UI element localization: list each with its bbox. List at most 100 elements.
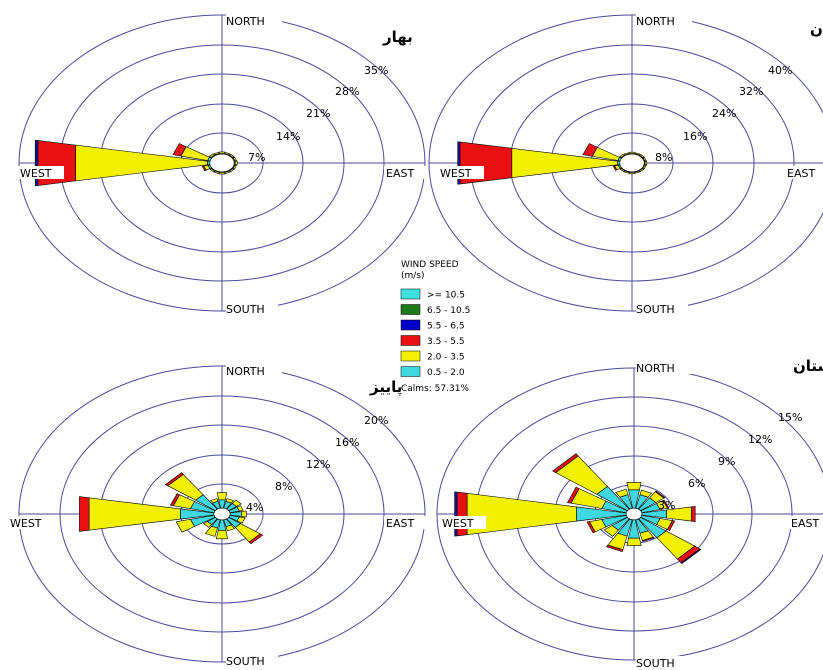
calm-circle [625, 507, 643, 521]
petal-segment [232, 156, 237, 162]
legend-swatch [400, 319, 421, 331]
east-label: EAST [386, 167, 414, 180]
petal-segment [209, 168, 215, 173]
petal-segment [619, 168, 625, 172]
legend: WIND SPEED (m/s) >= 10.5 6.5 - 10.5 5.5 - … [400, 260, 470, 394]
west-label: WEST [20, 167, 52, 180]
petal-segment [216, 492, 228, 501]
calm-circle [209, 153, 235, 173]
petal-segment [629, 151, 635, 154]
petal-segment [639, 168, 645, 172]
petal-segment [634, 170, 641, 174]
petal-segment [642, 157, 647, 162]
legend-items: >= 10.5 6.5 - 10.5 5.5 - 6.5 3.5 - 5.5 2.0 -… [400, 288, 470, 378]
north-label: NORTH [636, 15, 675, 28]
ring-label-3: 24% [712, 107, 736, 120]
ring-label-1: 4% [246, 501, 263, 514]
petal-segment [552, 453, 579, 473]
ring-label-2: 14% [276, 130, 300, 143]
petal-segment [644, 160, 648, 166]
petal-segment [202, 521, 213, 528]
west-label: WEST [10, 517, 42, 530]
season-title-winter: زمستان [793, 357, 823, 375]
petal-segment [639, 489, 653, 498]
legend-swatch [400, 350, 421, 362]
petal-segment [629, 172, 635, 175]
east-label: EAST [787, 167, 815, 180]
petals [79, 472, 264, 545]
petal-segment [215, 529, 229, 540]
petal-segment [225, 524, 236, 532]
legend-swatch [400, 335, 421, 346]
south-label: SOUTH [226, 303, 265, 316]
petal-segment [229, 168, 235, 173]
season-title-summer: تابستان [810, 20, 823, 38]
petal-segment [623, 152, 630, 156]
petal-segment [232, 164, 237, 170]
east-label: EAST [791, 517, 819, 530]
petal-segment [654, 490, 666, 499]
petal-segment [219, 151, 225, 154]
ring-label-2: 8% [275, 480, 292, 493]
ring-label-3: 9% [718, 455, 735, 468]
ring-label-1: 3% [658, 499, 675, 512]
petal-segment [566, 486, 580, 504]
petal-segment [612, 165, 618, 171]
wind-rose-spring: NORTH SOUTH WEST EAST 7% 14% 21% 28% 35%… [18, 14, 426, 316]
ring-label-4: 12% [748, 433, 772, 446]
north-label: NORTH [226, 365, 265, 378]
south-label: SOUTH [226, 655, 265, 668]
legend-title: WIND SPEED [401, 260, 459, 270]
petal-segment [582, 143, 598, 157]
season-title-autumn: پاییز [369, 378, 402, 397]
petal-segment [626, 537, 642, 546]
petal-segment [175, 518, 195, 533]
petal-segment [680, 548, 702, 564]
ring-label-4: 16% [335, 436, 359, 449]
legend-swatch [400, 366, 421, 377]
petal-segment [626, 482, 642, 491]
ring-label-4: 32% [739, 85, 763, 98]
petal-segment [248, 533, 264, 545]
ring-label-5: 35% [364, 64, 388, 77]
legend-label: 6.5 - 10.5 [427, 306, 470, 316]
petal-segment [164, 472, 184, 487]
petal-segment [224, 170, 231, 174]
north-label: NORTH [636, 362, 675, 375]
south-label: SOUTH [636, 303, 675, 316]
petal-segment [229, 153, 235, 158]
petal-segment [219, 172, 225, 175]
petal-segment [208, 153, 215, 158]
petal-segment [691, 506, 696, 522]
petal-segment [169, 493, 181, 507]
petal-segment [619, 153, 625, 158]
ring-label-1: 8% [655, 151, 672, 164]
petal-segment [666, 520, 676, 531]
ring-label-3: 12% [306, 458, 330, 471]
legend-unit: (m/s) [401, 271, 425, 281]
legend-label: 2.0 - 3.5 [427, 353, 465, 363]
petal-segment [79, 496, 90, 532]
petals [34, 139, 238, 187]
calm-circle [213, 507, 231, 521]
calm-circle [619, 153, 645, 173]
petal-segment [641, 536, 655, 542]
legend-label: 5.5 - 6.5 [427, 322, 465, 332]
petal-segment [603, 525, 619, 537]
west-label: WEST [440, 167, 472, 180]
petals [457, 141, 648, 185]
petal-segment [213, 152, 220, 156]
legend-label: 3.5 - 5.5 [427, 337, 465, 347]
ring-label-5: 15% [778, 411, 802, 424]
petal-segment [241, 510, 247, 518]
petal-segment [662, 499, 670, 509]
petal-segment [167, 474, 204, 501]
ring-label-2: 16% [683, 130, 707, 143]
petal-segment [224, 152, 231, 156]
petal-segment [225, 498, 235, 504]
east-label: EAST [386, 517, 414, 530]
petal-segment [605, 544, 624, 552]
legend-swatch [400, 288, 421, 300]
petals [454, 453, 702, 564]
ring-label-5: 40% [768, 64, 792, 77]
